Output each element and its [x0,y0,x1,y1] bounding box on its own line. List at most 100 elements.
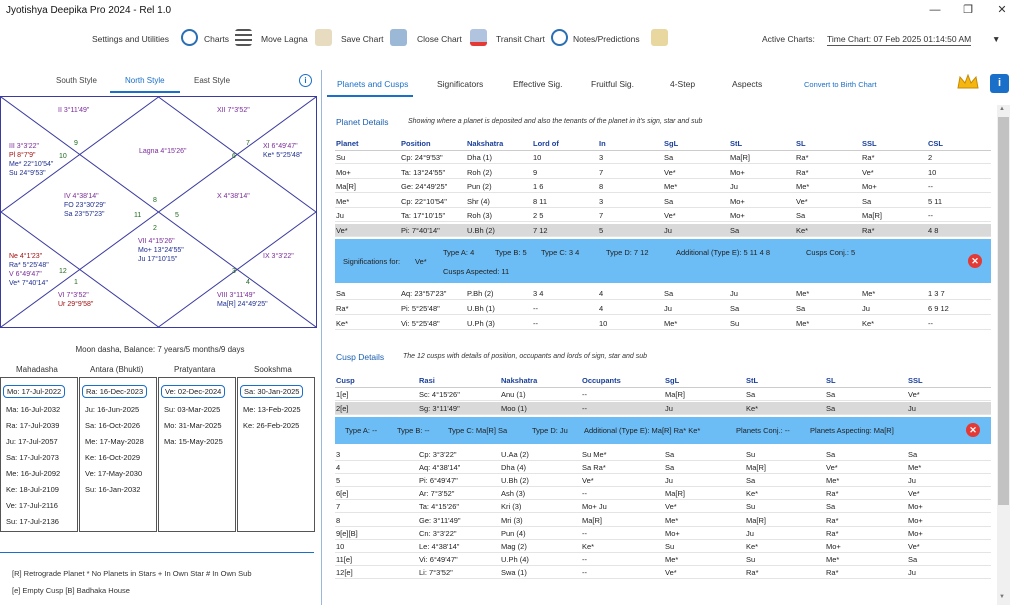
close-chart-button[interactable]: Close Chart [417,34,462,44]
list-item[interactable]: Ke: 18-Jul-2109 [6,485,59,494]
table-row[interactable] [335,224,991,237]
list-item[interactable]: Me: 16-Jul-2092 [6,469,61,478]
save-chart-button[interactable]: Save Chart [341,34,384,44]
table-row[interactable] [335,166,991,179]
list-item[interactable]: Mo: 17-Jul-2022 [3,385,66,398]
help-info-icon[interactable]: i [990,74,1009,93]
settings-button[interactable]: Settings and Utilities [92,34,170,44]
tab-fruitful-sig[interactable]: Fruitful Sig. [591,79,634,89]
notes-button[interactable]: Notes/Predictions [573,34,640,44]
convert-to-birth-chart-link[interactable]: Convert to Birth Chart [804,80,877,89]
table-cell: Vi: 6°49'47" [419,554,458,564]
clock-icon[interactable] [181,29,198,46]
table-cell: Sa [796,304,806,313]
close-icon[interactable]: ✕ [966,423,980,437]
table-cell: Ma[R] [746,515,767,525]
lagna-icon[interactable] [315,29,332,46]
notes-icon[interactable] [651,29,668,46]
table-cell: Ra* [796,167,809,177]
tab-north-style[interactable]: North Style [125,76,165,85]
tab-effective-sig[interactable]: Effective Sig. [513,79,563,89]
table-row[interactable] [335,195,991,208]
table-cell: Ra* [862,153,875,162]
list-item[interactable]: Sa: 30-Jan-2025 [240,385,304,398]
table-row[interactable] [335,500,991,514]
transit-icon[interactable] [551,29,568,46]
table-row[interactable] [335,553,991,566]
table-cell: -- [582,528,587,538]
scrollbar-thumb[interactable] [998,117,1009,505]
list-item[interactable]: Su: 16-Jan-2032 [85,485,141,494]
transit-chart-button[interactable]: Transit Chart [496,34,545,44]
tab-east-style[interactable]: East Style [194,76,231,85]
list-item[interactable]: Ve: 17-May-2030 [85,469,143,478]
restore-button[interactable]: ❐ [963,4,973,16]
table-row[interactable] [335,302,991,315]
close-chart-icon[interactable] [470,29,487,46]
table-row[interactable] [335,461,991,475]
table-row[interactable] [335,151,991,164]
list-item[interactable]: Ve: 02-Dec-2024 [161,385,226,398]
list-item[interactable]: Ma: 16-Jul-2032 [6,405,61,414]
table-row[interactable] [335,388,991,401]
list-item[interactable]: Me: 13-Feb-2025 [243,405,301,414]
tab-significators[interactable]: Significators [437,79,484,89]
list-item[interactable]: Sa: 17-Jul-2073 [6,453,59,462]
minimize-button[interactable]: — [929,4,941,16]
tab-aspects[interactable]: Aspects [732,79,763,89]
tab-4-step[interactable]: 4-Step [670,79,696,89]
table-row[interactable] [335,527,991,540]
legend-divider [0,552,314,553]
table-row[interactable] [335,448,991,461]
table-row[interactable] [335,180,991,194]
close-icon[interactable]: ✕ [968,254,982,268]
list-item[interactable]: Ke: 16-Oct-2029 [85,453,141,462]
list-item[interactable]: Ke: 26-Feb-2025 [243,421,300,430]
close-window-button[interactable]: ✕ [997,4,1007,16]
list-item[interactable]: Me: 17-May-2028 [85,437,144,446]
table-row[interactable] [335,487,991,501]
table-cell: Kri (3) [501,502,522,512]
list-item[interactable]: Ra: 16-Dec-2023 [82,385,148,398]
table-cell: Ve* [908,489,920,499]
table-row[interactable] [335,540,991,553]
table-cell: 8 11 [533,196,548,206]
table-row[interactable] [335,514,991,527]
list-item[interactable]: Ju: 17-Jul-2057 [6,437,58,446]
list-item[interactable]: Ve: 17-Jul-2116 [6,501,58,510]
move-lagna-button[interactable]: Move Lagna [261,34,308,44]
table-cell: Ma[R] [862,211,883,221]
chevron-down-icon[interactable]: ▼ [992,34,1001,44]
table-cell: 10 [336,541,345,551]
list-item[interactable]: Ra: 17-Jul-2039 [6,421,60,430]
table-row[interactable] [335,402,991,415]
table-cell: Me* [862,289,876,298]
table-row[interactable] [335,287,991,300]
save-icon[interactable] [390,29,407,46]
table-row[interactable] [335,566,991,579]
list-item[interactable]: Ju: 16-Jun-2025 [85,405,140,414]
list-item[interactable]: Su: 17-Jul-2136 [6,517,59,526]
table-cell: -- [582,404,587,413]
charts-button[interactable]: Charts [204,34,230,44]
list-item[interactable]: Ma: 15-May-2025 [164,437,223,446]
list-item[interactable]: Su: 03-Mar-2025 [164,405,221,414]
table-cell: Ma[R] [336,182,357,192]
list-item[interactable]: Mo: 31-Mar-2025 [164,421,222,430]
table-cell: -- [533,319,538,328]
scroll-down-icon[interactable]: ▼ [999,594,1005,600]
north-style-chart: II 3°11'49" XII 7°3'52" III 3°3'22" Pl 8… [0,96,317,328]
active-charts-select[interactable]: Time Chart: 07 Feb 2025 01:14:50 AM [827,34,972,46]
header-sookshma: Sookshma [254,365,292,374]
scroll-up-icon[interactable]: ▲ [999,106,1005,112]
crown-icon[interactable] [957,73,979,90]
info-icon[interactable]: i [299,74,312,87]
list-item[interactable]: Sa: 16-Oct-2026 [85,421,141,430]
table-row[interactable] [335,474,991,488]
tab-south-style[interactable]: South Style [56,76,97,85]
table-row[interactable] [335,209,991,223]
table-cell: Sa Ra* [582,463,606,473]
tab-planets-and-cusps[interactable]: Planets and Cusps [337,79,409,89]
menu-icon[interactable] [235,29,252,46]
table-row[interactable] [335,317,991,330]
